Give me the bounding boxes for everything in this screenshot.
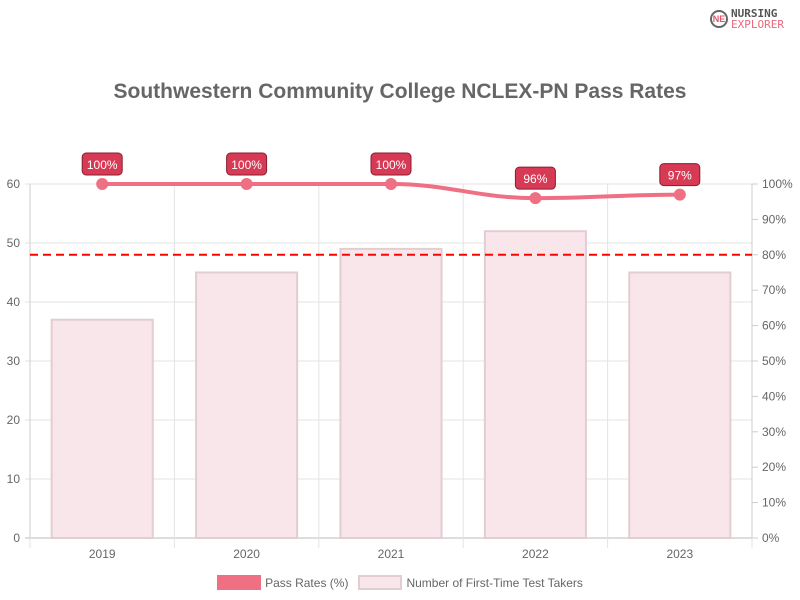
pass-rate-point-2019 — [96, 178, 109, 190]
logo-mark-icon: NE — [710, 10, 728, 28]
legend-swatch-test-takers — [358, 575, 403, 590]
y-left-tick-label: 40 — [7, 295, 21, 309]
bar-2020 — [195, 271, 299, 539]
y-right-tick-label: 60% — [762, 319, 786, 333]
pass-rate-point-2020 — [240, 178, 253, 190]
y-right-tick-label: 90% — [762, 212, 786, 226]
data-label: 100% — [87, 158, 118, 172]
y-right-tick-label: 0% — [762, 531, 780, 545]
y-right-tick-label: 70% — [762, 283, 786, 297]
pass-rate-point-2023 — [673, 188, 686, 201]
legend: Pass Rates (%) Number of First-Time Test… — [0, 575, 800, 590]
x-tick-label: 2021 — [378, 547, 405, 561]
y-right-tick-label: 80% — [762, 248, 786, 262]
data-label-box — [514, 166, 556, 190]
logo-line2: EXPLORER — [731, 18, 784, 31]
y-right-tick-label: 10% — [762, 496, 786, 510]
legend-label: Number of First-Time Test Takers — [406, 575, 583, 590]
bar-2019 — [50, 318, 154, 540]
data-label: 97% — [668, 169, 692, 183]
data-label-box — [81, 152, 123, 176]
legend-label: Pass Rates (%) — [265, 575, 349, 590]
pass-rate-point-2022 — [529, 192, 542, 205]
data-label: 100% — [376, 158, 407, 172]
y-right-tick-label: 40% — [762, 389, 786, 403]
bar-2023 — [628, 271, 732, 539]
legend-item-pass-rates[interactable]: Pass Rates (%) — [217, 575, 348, 590]
y-right-tick-label: 30% — [762, 425, 786, 439]
data-label-box — [226, 152, 268, 176]
data-label: 96% — [523, 172, 547, 186]
y-right-tick-label: 20% — [762, 460, 786, 474]
data-label: 100% — [231, 158, 262, 172]
bar-2021 — [339, 247, 443, 539]
nursing-explorer-logo: NE NURSING EXPLORER — [710, 8, 784, 30]
x-tick-label: 2019 — [89, 547, 116, 561]
legend-item-test-takers[interactable]: Number of First-Time Test Takers — [358, 575, 583, 590]
y-left-tick-label: 20 — [7, 413, 21, 427]
x-tick-label: 2022 — [522, 547, 549, 561]
bar-2022 — [483, 230, 587, 539]
x-tick-label: 2020 — [233, 547, 260, 561]
y-left-tick-label: 50 — [7, 236, 21, 250]
pass-rate-point-2021 — [385, 178, 397, 190]
data-label-box — [659, 163, 701, 187]
legend-swatch-pass-rates — [217, 575, 262, 590]
y-left-tick-label: 30 — [7, 354, 21, 368]
logo-line1: NURSING — [731, 7, 778, 20]
y-left-tick-label: 60 — [7, 177, 21, 191]
x-tick-label: 2023 — [666, 547, 693, 561]
y-right-tick-label: 50% — [762, 354, 786, 368]
data-label-box — [370, 152, 412, 176]
y-left-tick-label: 10 — [7, 472, 21, 486]
y-right-tick-label: 100% — [762, 177, 793, 191]
chart-title: Southwestern Community College NCLEX-PN … — [113, 80, 687, 103]
y-left-tick-label: 0 — [13, 531, 20, 545]
